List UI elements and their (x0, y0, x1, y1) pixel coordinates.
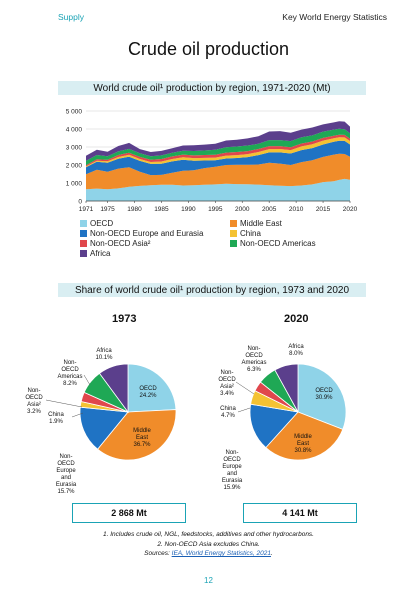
footnote-2: 2. Non-OECD Asia excludes China. (157, 540, 260, 548)
legend-swatch (230, 240, 237, 247)
pie-label: Africa 10.1% (95, 348, 113, 361)
leader-line (235, 381, 255, 395)
legend-item-non-oecd-europe: Non-OECD Europe and Eurasia (80, 229, 203, 238)
chart-title-bar (58, 81, 366, 95)
pie-1973-title: 1973 (112, 313, 137, 325)
x-tick-label: 2000 (235, 206, 250, 213)
legend-label: Middle East (240, 219, 282, 228)
pie-slice-oecd (127, 363, 177, 413)
pie-label: Non-OECD Americas 8.2% (57, 360, 82, 387)
y-tick-label: 4 000 (66, 127, 83, 134)
x-tick-label: 1985 (154, 206, 169, 213)
leader-line (237, 407, 251, 413)
legend-label: China (240, 229, 261, 238)
sources-prefix: Sources: (144, 550, 172, 557)
x-tick-label: 1980 (127, 206, 142, 213)
legend-item-china: China (230, 229, 261, 238)
area-chart: 0 1 000 2 000 3 000 4 000 5 000 1971 1975 1980 19… (66, 109, 358, 214)
leader-line (71, 412, 84, 418)
page-number: 12 (204, 576, 213, 585)
legend-swatch (80, 220, 87, 227)
y-tick-label: 1 000 (66, 181, 83, 188)
footnotes: 1. Includes crude oil, NGL, feedstocks, … (0, 530, 417, 559)
pie-slice-middle-east (97, 409, 177, 461)
pie-slice-middle-east (265, 411, 344, 461)
pie-slice-africa (274, 363, 299, 413)
legend-swatch (80, 230, 87, 237)
area-series-middle-east (86, 153, 350, 190)
chart-title-bar (58, 283, 366, 297)
y-tick-label: 5 000 (66, 109, 83, 116)
legend-item-middle-east: Middle East (230, 219, 282, 228)
x-tick-label: 1990 (181, 206, 196, 213)
area-series-africa (86, 121, 350, 161)
legend-item-oecd: OECD (80, 219, 113, 228)
section-label: Supply (58, 12, 84, 22)
pie-label: Non-OECD Americas 6.3% (241, 346, 266, 373)
pie-slice-non-oecd-europe-and-eurasia (249, 403, 299, 449)
y-tick-label: 2 000 (66, 163, 83, 170)
pie-label: Non-OECD Asia² 3.4% (218, 370, 236, 397)
footnote-1: 1. Includes crude oil, NGL, feedstocks, … (102, 531, 314, 538)
pie-slice-oecd (297, 363, 347, 430)
pie-2020-title: 2020 (284, 313, 309, 325)
pie-slice-non-oecd-europe-and-eurasia (79, 406, 129, 450)
sources-suffix: . (271, 550, 273, 557)
total-2020: 4 141 Mt (243, 503, 357, 523)
total-1973: 2 868 Mt (72, 503, 186, 523)
pie-label: Middle East 36.7% (133, 428, 151, 448)
area-series-non-oecd-europe-and-eurasia (86, 140, 350, 176)
area-series-oecd (86, 178, 350, 201)
legend-item-non-oecd-asia: Non-OECD Asia² (80, 239, 150, 248)
legend-label: OECD (90, 219, 114, 228)
pie-label: Non-OECD Asia² 3.2% (25, 388, 43, 415)
legend-item-non-oecd-americas: Non-OECD Americas (230, 239, 316, 248)
x-tick-label: 1971 (79, 206, 94, 213)
page-title: Crude oil production (127, 39, 290, 59)
area-series-non-oecd-americas (86, 128, 350, 166)
legend-label: Africa (90, 249, 111, 258)
leader-line (45, 399, 83, 408)
area-chart-title: World crude oil¹ production by region, 1… (93, 83, 331, 94)
pie-label: Africa 8.0% (288, 344, 304, 357)
y-tick-label: 3 000 (66, 145, 83, 152)
x-tick-label: 2005 (262, 206, 277, 213)
legend-label: Non-OECD Europe and Eurasia (90, 229, 204, 238)
pie-label: Middle East 30.8% (294, 434, 312, 454)
legend-swatch (230, 220, 237, 227)
pie-label: OECD 30.9% (315, 388, 333, 401)
pie-label: OECD 24.2% (139, 386, 157, 399)
legend-swatch (80, 250, 87, 257)
publication-title: Key World Energy Statistics (282, 12, 387, 22)
pie-label: Non-OECD Europe and Eurasia 15.9% (222, 450, 243, 491)
pie-label: Non-OECD Europe and Eurasia 15.7% (56, 454, 77, 495)
legend-swatch (80, 240, 87, 247)
legend-item-africa: Africa (80, 249, 110, 258)
legend-swatch (230, 230, 237, 237)
legend-label: Non-OECD Asia² (90, 239, 151, 248)
x-tick-label: 2010 (289, 206, 304, 213)
leader-line (83, 374, 91, 386)
pie-label: China 1.9% (48, 412, 64, 425)
pie-slice-africa (98, 363, 129, 414)
x-tick-label: 2020 (343, 206, 358, 213)
x-tick-label: 1995 (208, 206, 223, 213)
pie-label: China 4.7% (220, 406, 236, 419)
pie-section-title: Share of world crude oil¹ production by … (74, 285, 350, 296)
y-tick-label: 0 (78, 199, 82, 206)
source-link[interactable]: IEA, World Energy Statistics, 2021 (171, 550, 271, 557)
legend-label: Non-OECD Americas (240, 239, 316, 248)
area-series-non-oecd-asia (86, 134, 350, 167)
sources: Sources: IEA, World Energy Statistics, 2… (0, 549, 417, 559)
pie-charts: OECD 24.2% Middle East 36.7% Non-OECD Europe an… (25, 344, 347, 495)
x-tick-label: 1975 (100, 206, 115, 213)
x-tick-label: 2015 (316, 206, 331, 213)
